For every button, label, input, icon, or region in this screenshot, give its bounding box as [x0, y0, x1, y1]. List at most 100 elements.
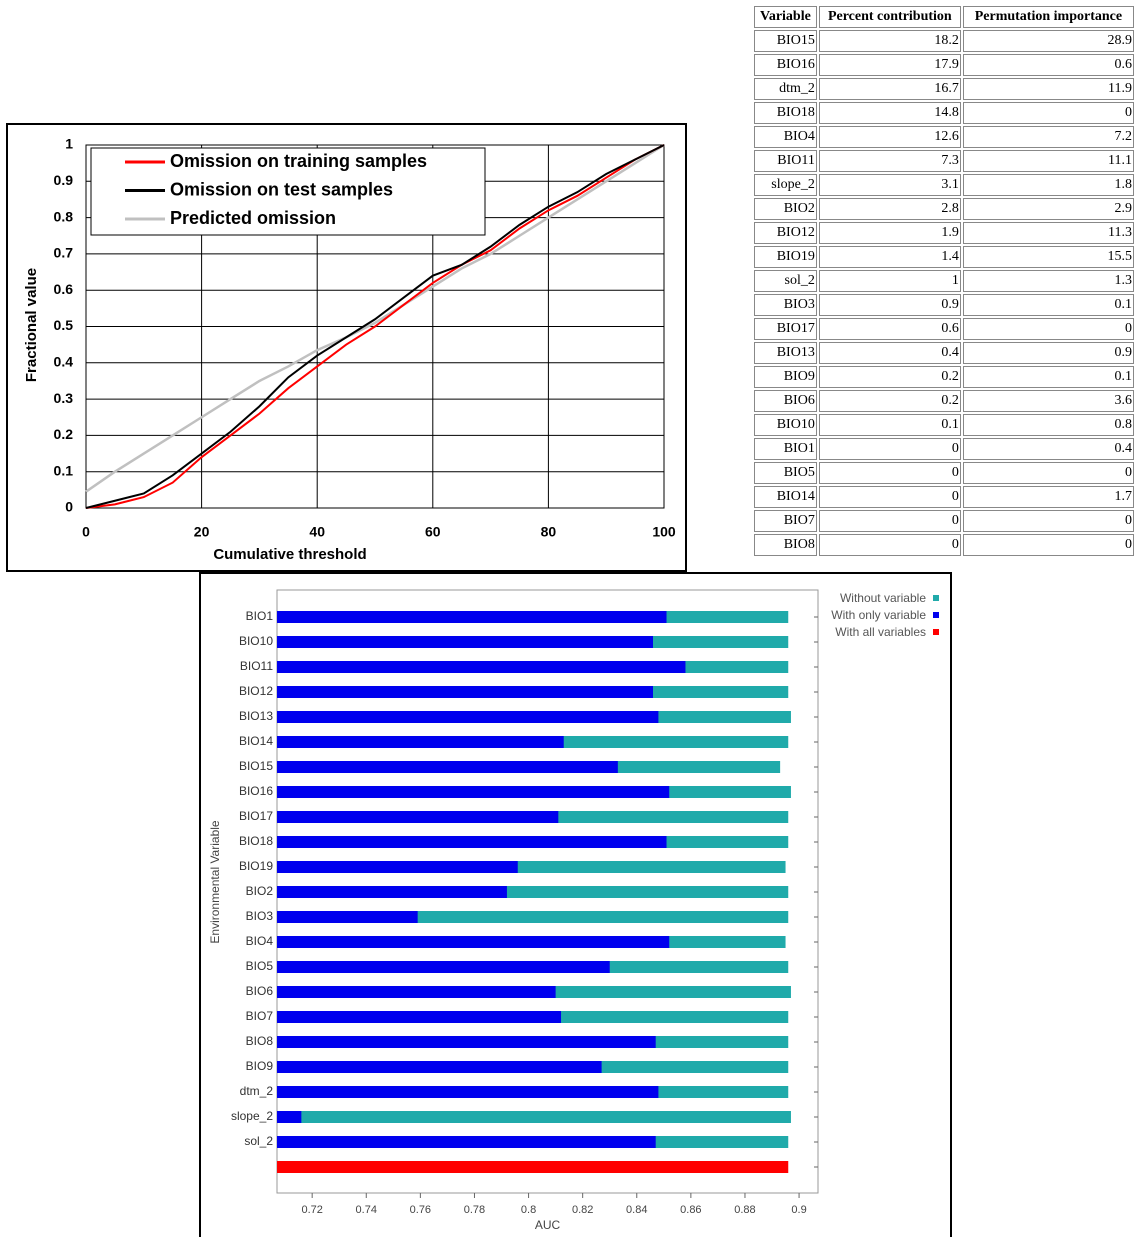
bar [277, 861, 518, 873]
variable-cell: BIO6 [754, 390, 817, 412]
value-cell: 18.2 [818, 30, 961, 52]
table-row: BIO2 2.8 2.9 [754, 198, 1134, 220]
table-header-row: Variable Percent contribution Permutation … [754, 6, 1134, 28]
y-axis-label: Environmental Variable [208, 820, 222, 944]
y-tick-label: 0 [65, 499, 73, 515]
variable-table: Variable Percent contribution Permutation … [752, 4, 1136, 558]
bar [277, 1111, 791, 1123]
x-tick-label: 0.9 [791, 1204, 806, 1216]
x-axis-label: AUC [535, 1218, 561, 1232]
x-tick-label: 0.82 [572, 1204, 593, 1216]
legend-swatch [933, 595, 939, 601]
variable-cell: BIO14 [754, 486, 817, 508]
y-tick-label: BIO2 [246, 884, 274, 898]
variable-cell: slope_2 [754, 174, 817, 196]
value-cell: 11.1 [962, 150, 1134, 172]
value-cell: 1.3 [962, 270, 1134, 292]
bar [277, 1011, 562, 1023]
bar [277, 1111, 302, 1123]
header-cell: Percent contribution [818, 6, 961, 28]
value-cell: 0.6 [962, 54, 1134, 76]
y-tick-label: BIO1 [246, 609, 274, 623]
y-tick-label: 0.8 [54, 208, 74, 224]
bar [277, 1061, 602, 1073]
y-tick-label: BIO13 [239, 709, 273, 723]
value-cell: 0 [962, 318, 1134, 340]
y-tick-label: BIO12 [239, 684, 273, 698]
variable-cell: BIO19 [754, 246, 817, 268]
bar [277, 1161, 789, 1173]
variable-cell: BIO5 [754, 462, 817, 484]
variable-cell: BIO10 [754, 414, 817, 436]
y-tick-label: BIO7 [246, 1009, 274, 1023]
value-cell: 0.9 [962, 342, 1134, 364]
table-row: BIO15 18.2 28.9 [754, 30, 1134, 52]
table-row: BIO16 17.9 0.6 [754, 54, 1134, 76]
plot-area [85, 144, 665, 509]
table-row: BIO11 7.3 11.1 [754, 150, 1134, 172]
bar [277, 686, 653, 698]
value-cell: 2.9 [962, 198, 1134, 220]
y-tick-label: BIO16 [239, 784, 273, 798]
table-row: BIO13 0.4 0.9 [754, 342, 1134, 364]
y-tick-label: 0.5 [54, 317, 74, 333]
variable-cell: BIO18 [754, 102, 817, 124]
y-tick-label: dtm_2 [240, 1084, 274, 1098]
y-tick-label: 0.3 [54, 390, 74, 406]
value-cell: 14.8 [818, 102, 961, 124]
table-row: BIO3 0.9 0.1 [754, 294, 1134, 316]
x-tick-label: 0.76 [410, 1204, 431, 1216]
variable-cell: BIO12 [754, 222, 817, 244]
y-axis-label: Fractional value [23, 268, 40, 382]
value-cell: 0 [962, 102, 1134, 124]
x-tick-label: 0 [82, 524, 90, 540]
x-tick-label: 0.78 [464, 1204, 485, 1216]
table-row: BIO7 0 0 [754, 510, 1134, 532]
series-line [85, 143, 665, 493]
y-tick-label: BIO4 [246, 934, 274, 948]
legend-label: With only variable [831, 608, 926, 622]
value-cell: 12.6 [818, 126, 961, 148]
variable-cell: BIO2 [754, 198, 817, 220]
bar [277, 786, 670, 798]
value-cell: 0 [962, 510, 1134, 532]
y-tick-label: 0.1 [54, 462, 74, 478]
y-tick-label: 1 [65, 136, 73, 152]
y-tick-label: BIO6 [246, 984, 274, 998]
value-cell: 7.2 [962, 126, 1134, 148]
table-row: slope_2 3.1 1.8 [754, 174, 1134, 196]
y-tick-label: BIO15 [239, 759, 273, 773]
value-cell: 0 [818, 510, 961, 532]
bar [277, 711, 659, 723]
value-cell: 0.9 [818, 294, 961, 316]
value-cell: 0.8 [962, 414, 1134, 436]
series-line [85, 144, 665, 509]
x-tick-label: 0.86 [680, 1204, 701, 1216]
value-cell: 7.3 [818, 150, 961, 172]
x-tick-label: 60 [425, 524, 441, 540]
variable-table-wrap: Variable Percent contribution Permutation … [752, 4, 1136, 558]
value-cell: 2.8 [818, 198, 961, 220]
x-tick-label: 0.84 [626, 1204, 647, 1216]
variable-cell: BIO11 [754, 150, 817, 172]
value-cell: 0.2 [818, 390, 961, 412]
value-cell: 0.4 [818, 342, 961, 364]
value-cell: 11.9 [962, 78, 1134, 100]
y-tick-label: BIO14 [239, 734, 273, 748]
table-row: BIO4 12.6 7.2 [754, 126, 1134, 148]
table-row: BIO6 0.2 3.6 [754, 390, 1134, 412]
y-tick-label: 0.4 [54, 354, 74, 370]
y-tick-label: BIO10 [239, 634, 273, 648]
variable-cell: sol_2 [754, 270, 817, 292]
value-cell: 15.5 [962, 246, 1134, 268]
value-cell: 0.1 [962, 294, 1134, 316]
value-cell: 0 [818, 486, 961, 508]
y-tick-label: BIO8 [246, 1034, 274, 1048]
variable-cell: BIO9 [754, 366, 817, 388]
table-row: sol_2 1 1.3 [754, 270, 1134, 292]
table-row: dtm_2 16.7 11.9 [754, 78, 1134, 100]
y-tick-label: 0.6 [54, 281, 74, 297]
y-tick-label: 0.9 [54, 172, 74, 188]
value-cell: 1.8 [962, 174, 1134, 196]
